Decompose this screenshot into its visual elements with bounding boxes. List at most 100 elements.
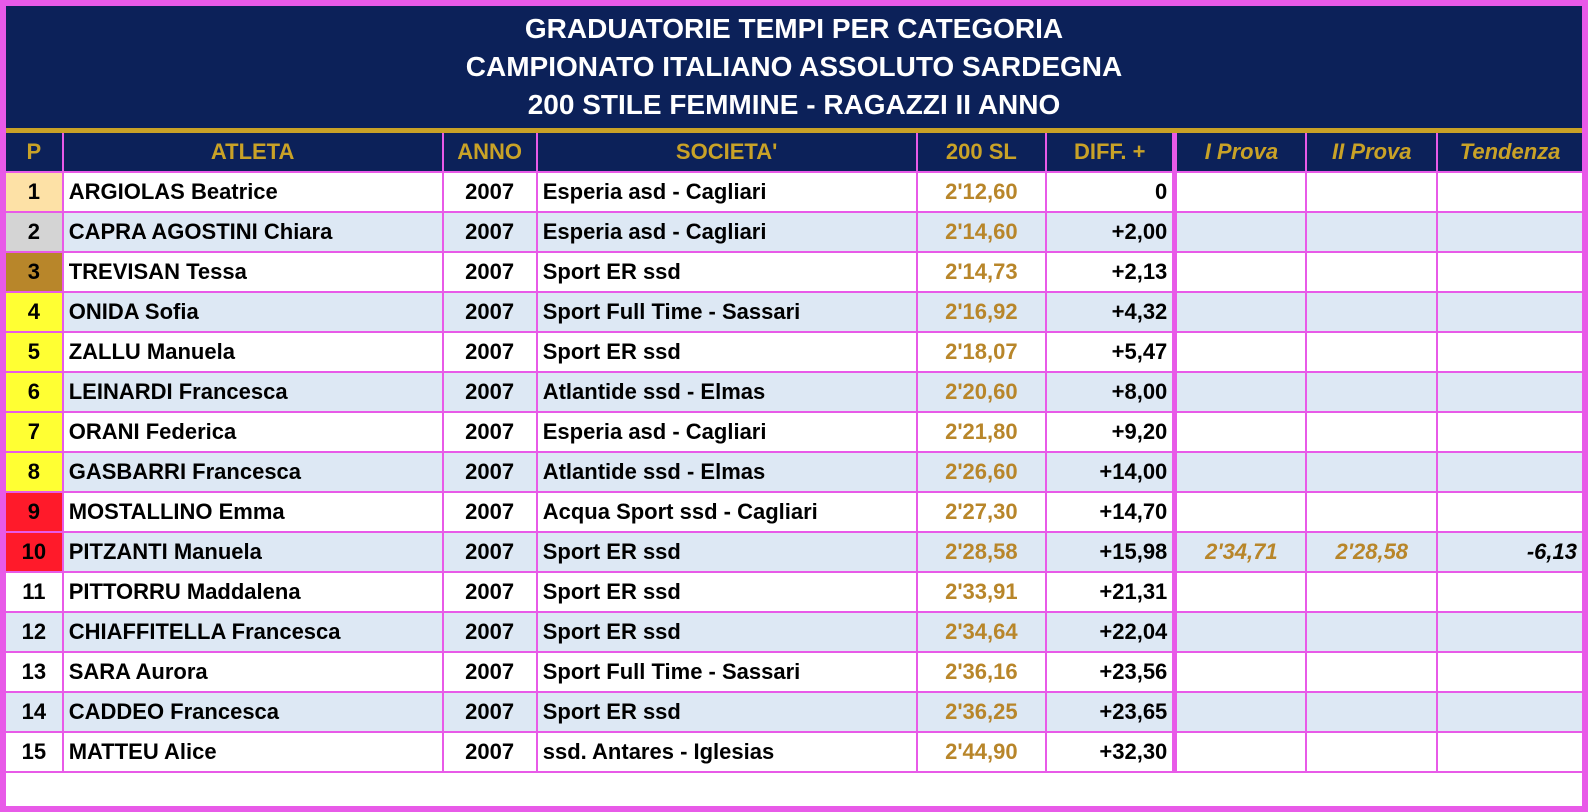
table-cell: [1172, 451, 1308, 493]
table-cell: 2'18,07: [915, 331, 1048, 373]
table-cell: [1172, 211, 1308, 253]
table-cell: Sport ER ssd: [535, 571, 918, 613]
table-cell: [1172, 291, 1308, 333]
table-row: 12 CHIAFFITELLA Francesca 2007 Sport ER ssd…: [6, 611, 1582, 653]
table-cell: ONIDA Sofia: [61, 291, 444, 333]
table-cell: PITZANTI Manuela: [61, 531, 444, 573]
table-cell: [1305, 371, 1439, 413]
table-body: 1 ARGIOLAS Beatrice 2007 Esperia asd - Cagl…: [6, 171, 1582, 773]
table-cell: 2007: [441, 331, 538, 373]
table-cell: [1436, 171, 1582, 213]
column-header: ANNO: [441, 133, 538, 173]
table-cell: +15,98: [1045, 531, 1176, 573]
table-cell: LEINARDI Francesca: [61, 371, 444, 413]
table-cell: 11: [6, 571, 64, 613]
table-row: 2 CAPRA AGOSTINI Chiara 2007 Esperia asd - …: [6, 211, 1582, 253]
table-cell: 2'14,60: [915, 211, 1048, 253]
table-cell: [1436, 691, 1582, 733]
table-cell: 12: [6, 611, 64, 653]
table-cell: 6: [6, 371, 64, 413]
table-cell: [1172, 171, 1308, 213]
header: GRADUATORIE TEMPI PER CATEGORIA CAMPIONA…: [6, 6, 1582, 128]
table-cell: +2,00: [1045, 211, 1176, 253]
table-cell: [1172, 411, 1308, 453]
sheet: GRADUATORIE TEMPI PER CATEGORIA CAMPIONA…: [6, 6, 1582, 806]
table-cell: [1436, 211, 1582, 253]
table-cell: Esperia asd - Cagliari: [535, 211, 918, 253]
table-row: 9 MOSTALLINO Emma 2007 Acqua Sport ssd - Ca…: [6, 491, 1582, 533]
table-cell: ZALLU Manuela: [61, 331, 444, 373]
table-cell: [1305, 651, 1439, 693]
table-cell: ORANI Federica: [61, 411, 444, 453]
table-cell: +2,13: [1045, 251, 1176, 293]
table-cell: [1436, 251, 1582, 293]
table-cell: 2'27,30: [915, 491, 1048, 533]
table-cell: 2007: [441, 611, 538, 653]
table-cell: [1436, 291, 1582, 333]
table-cell: 2'14,73: [915, 251, 1048, 293]
table-row: 7 ORANI Federica 2007 Esperia asd - Cagliar…: [6, 411, 1582, 453]
table-cell: Sport ER ssd: [535, 611, 918, 653]
table-cell: 2007: [441, 211, 538, 253]
table-cell: [1172, 611, 1308, 653]
table-cell: +32,30: [1045, 731, 1176, 773]
table-cell: 9: [6, 491, 64, 533]
table-cell: 2'28,58: [1305, 531, 1439, 573]
table-cell: Esperia asd - Cagliari: [535, 171, 918, 213]
table-row: 6 LEINARDI Francesca 2007 Atlantide ssd - E…: [6, 371, 1582, 413]
table-cell: 2007: [441, 571, 538, 613]
table-cell: 2'34,64: [915, 611, 1048, 653]
table-cell: +5,47: [1045, 331, 1176, 373]
table-cell: 2007: [441, 171, 538, 213]
column-header: Tendenza: [1436, 133, 1582, 173]
table-cell: 2007: [441, 291, 538, 333]
table-cell: [1305, 251, 1439, 293]
table-cell: [1305, 731, 1439, 773]
table-cell: [1172, 571, 1308, 613]
table-cell: Esperia asd - Cagliari: [535, 411, 918, 453]
table-cell: 2007: [441, 491, 538, 533]
table-cell: 0: [1045, 171, 1176, 213]
column-header: P: [6, 133, 64, 173]
table-cell: +4,32: [1045, 291, 1176, 333]
ranking-table: P ATLETA ANNO SOCIETA' 200 SL DIFF. + I Prova I…: [6, 133, 1582, 773]
table-row: 3 TREVISAN Tessa 2007 Sport ER ssd 2'14,73 +2…: [6, 251, 1582, 293]
table-cell: +23,56: [1045, 651, 1176, 693]
table-row: 5 ZALLU Manuela 2007 Sport ER ssd 2'18,07 +5,…: [6, 331, 1582, 373]
table-cell: 2007: [441, 411, 538, 453]
table-row: 11 PITTORRU Maddalena 2007 Sport ER ssd 2'33…: [6, 571, 1582, 613]
table-row: 13 SARA Aurora 2007 Sport Full Time - Sassa…: [6, 651, 1582, 693]
table-cell: 2007: [441, 251, 538, 293]
table-cell: 13: [6, 651, 64, 693]
table-cell: [1172, 731, 1308, 773]
table-cell: 2'12,60: [915, 171, 1048, 213]
table-cell: [1436, 451, 1582, 493]
table-row: 10 PITZANTI Manuela 2007 Sport ER ssd 2'28,5…: [6, 531, 1582, 573]
table-cell: [1305, 451, 1439, 493]
table-cell: [1436, 651, 1582, 693]
table-cell: [1436, 411, 1582, 453]
table-cell: 2'44,90: [915, 731, 1048, 773]
table-cell: MOSTALLINO Emma: [61, 491, 444, 533]
table-cell: [1305, 491, 1439, 533]
table-cell: +14,00: [1045, 451, 1176, 493]
title-line: 200 STILE FEMMINE - RAGAZZI II ANNO: [527, 89, 1061, 120]
table-cell: [1172, 331, 1308, 373]
table-cell: 1: [6, 171, 64, 213]
table-cell: [1436, 331, 1582, 373]
table-row: 8 GASBARRI Francesca 2007 Atlantide ssd - E…: [6, 451, 1582, 493]
header-row: P ATLETA ANNO SOCIETA' 200 SL DIFF. + I Prova I…: [6, 133, 1582, 173]
table-cell: Sport Full Time - Sassari: [535, 291, 918, 333]
column-header: II Prova: [1305, 133, 1439, 173]
table-cell: SARA Aurora: [61, 651, 444, 693]
table-cell: Atlantide ssd - Elmas: [535, 371, 918, 413]
table-cell: 10: [6, 531, 64, 573]
table-cell: 2007: [441, 731, 538, 773]
table-cell: 2'16,92: [915, 291, 1048, 333]
table-cell: [1305, 611, 1439, 653]
table-cell: [1305, 291, 1439, 333]
table-cell: 2007: [441, 531, 538, 573]
table-cell: ssd. Antares - Iglesias: [535, 731, 918, 773]
table-cell: 8: [6, 451, 64, 493]
table-cell: 2'20,60: [915, 371, 1048, 413]
